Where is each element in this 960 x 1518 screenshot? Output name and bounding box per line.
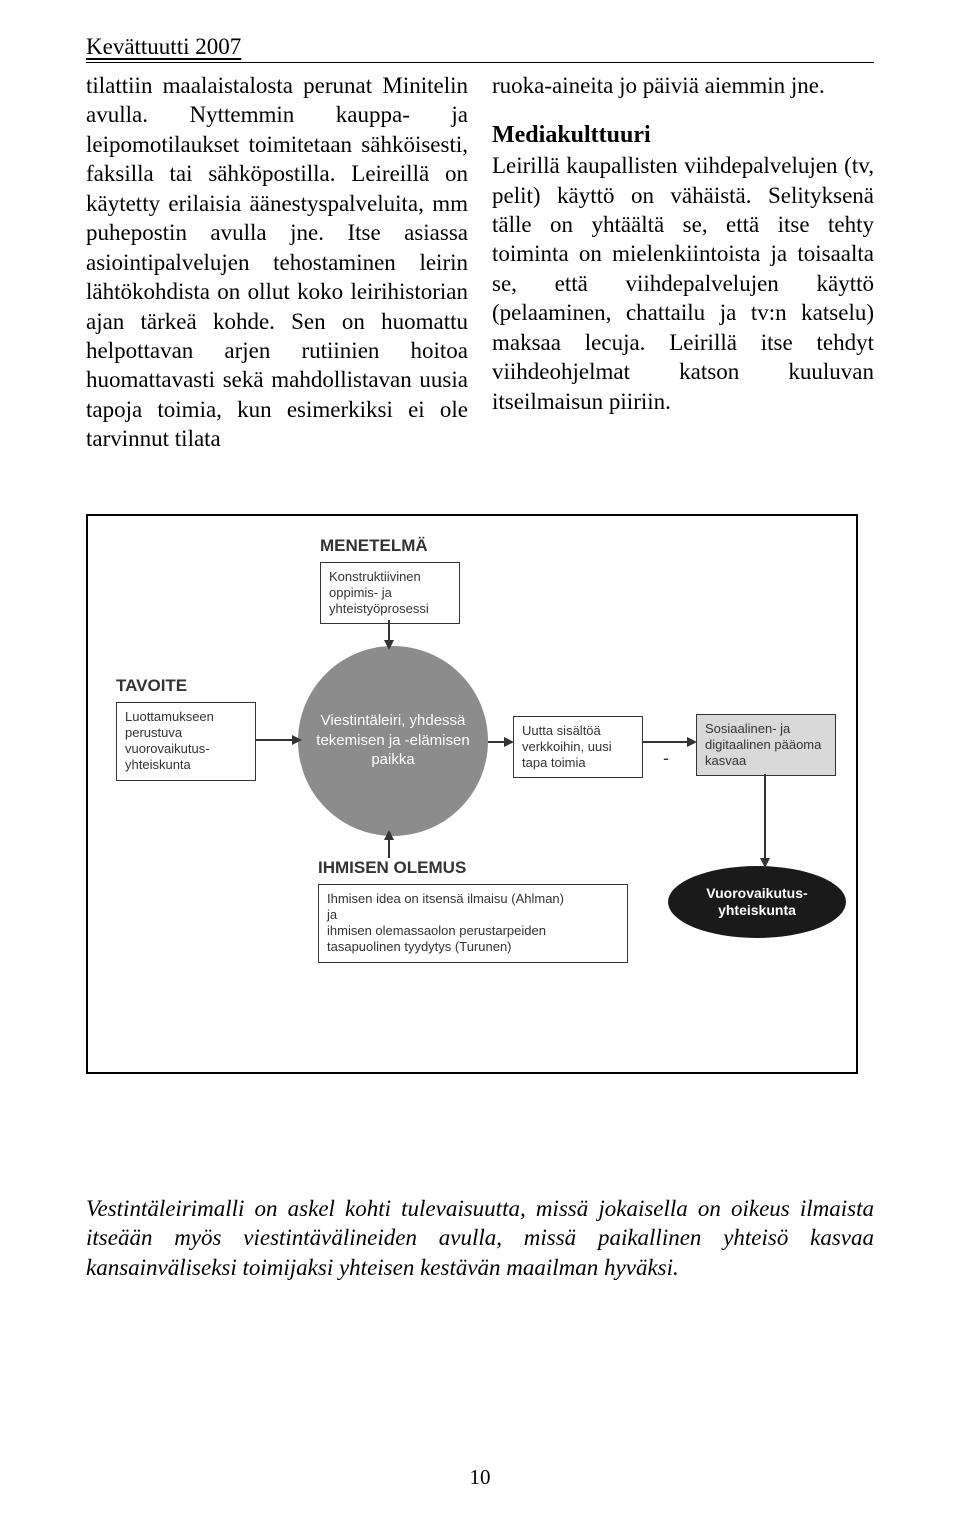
two-column-body: tilattiin maalaistalosta perunat Minitel… — [86, 71, 874, 454]
box-ihmisen: Ihmisen idea on itsensä ilmaisu (Ahlman)… — [318, 884, 628, 963]
diagram-frame: MENETELMÄ Konstruktiivinen oppimis- ja y… — [86, 514, 858, 1074]
arrow-uutta-sos-head — [687, 737, 697, 747]
arrow-ihmisen-up-head — [384, 830, 394, 840]
col2-body: Leirillä kaupallisten viihdepalvelujen (… — [492, 151, 874, 416]
column-left: tilattiin maalaistalosta perunat Minitel… — [86, 71, 468, 454]
box-tavoite: Luottamukseen perustuva vuorovaikutus-yh… — [116, 702, 256, 781]
arrow-tavoite-right-head — [292, 735, 302, 745]
page-number: 10 — [0, 1465, 960, 1490]
label-ihmisen-olemus: IHMISEN OLEMUS — [318, 858, 466, 878]
col1-text: tilattiin maalaistalosta perunat Minitel… — [86, 73, 468, 451]
center-circle: Viestintäleiri, yhdessä tekemisen ja -el… — [298, 646, 488, 836]
header-title: Kevättuutti 2007 — [86, 34, 241, 59]
label-tavoite: TAVOITE — [116, 676, 187, 696]
arrow-tavoite-right — [256, 739, 294, 741]
arrow-menetelma-down — [388, 620, 390, 642]
page-header: Kevättuutti 2007 — [86, 34, 874, 63]
arrow-sos-down-head — [760, 858, 770, 868]
arrow-sos-down — [764, 774, 766, 860]
box-uutta: Uutta sisältöä verkkoihin, uusi tapa toi… — [513, 716, 643, 779]
box-menetelma: Konstruktiivinen oppimis- ja yhteistyöpr… — [320, 562, 460, 625]
arrow-uutta-sos — [643, 741, 689, 743]
ellipse-dark-text: Vuorovaikutus-yhteiskunta — [668, 885, 846, 919]
box-sosiaalinen: Sosiaalinen- ja digitaalinen pääoma kasv… — [696, 714, 836, 777]
col2-heading: Mediakulttuuri — [492, 120, 874, 151]
footer-note: Vestintäleirimalli on askel kohti tuleva… — [86, 1194, 874, 1282]
arrow-ihmisen-up — [388, 838, 390, 858]
arrow-circle-uutta-head — [504, 737, 514, 747]
col2-intro: ruoka-aineita jo päiviä aiemmin jne. — [492, 71, 874, 100]
arrow-menetelma-down-head — [384, 640, 394, 650]
center-circle-text: Viestintäleiri, yhdessä tekemisen ja -el… — [298, 711, 488, 770]
dash-between: - — [663, 748, 669, 769]
ellipse-dark: Vuorovaikutus-yhteiskunta — [668, 866, 846, 938]
column-right: ruoka-aineita jo päiviä aiemmin jne. Med… — [492, 71, 874, 454]
label-menetelma: MENETELMÄ — [320, 536, 428, 556]
